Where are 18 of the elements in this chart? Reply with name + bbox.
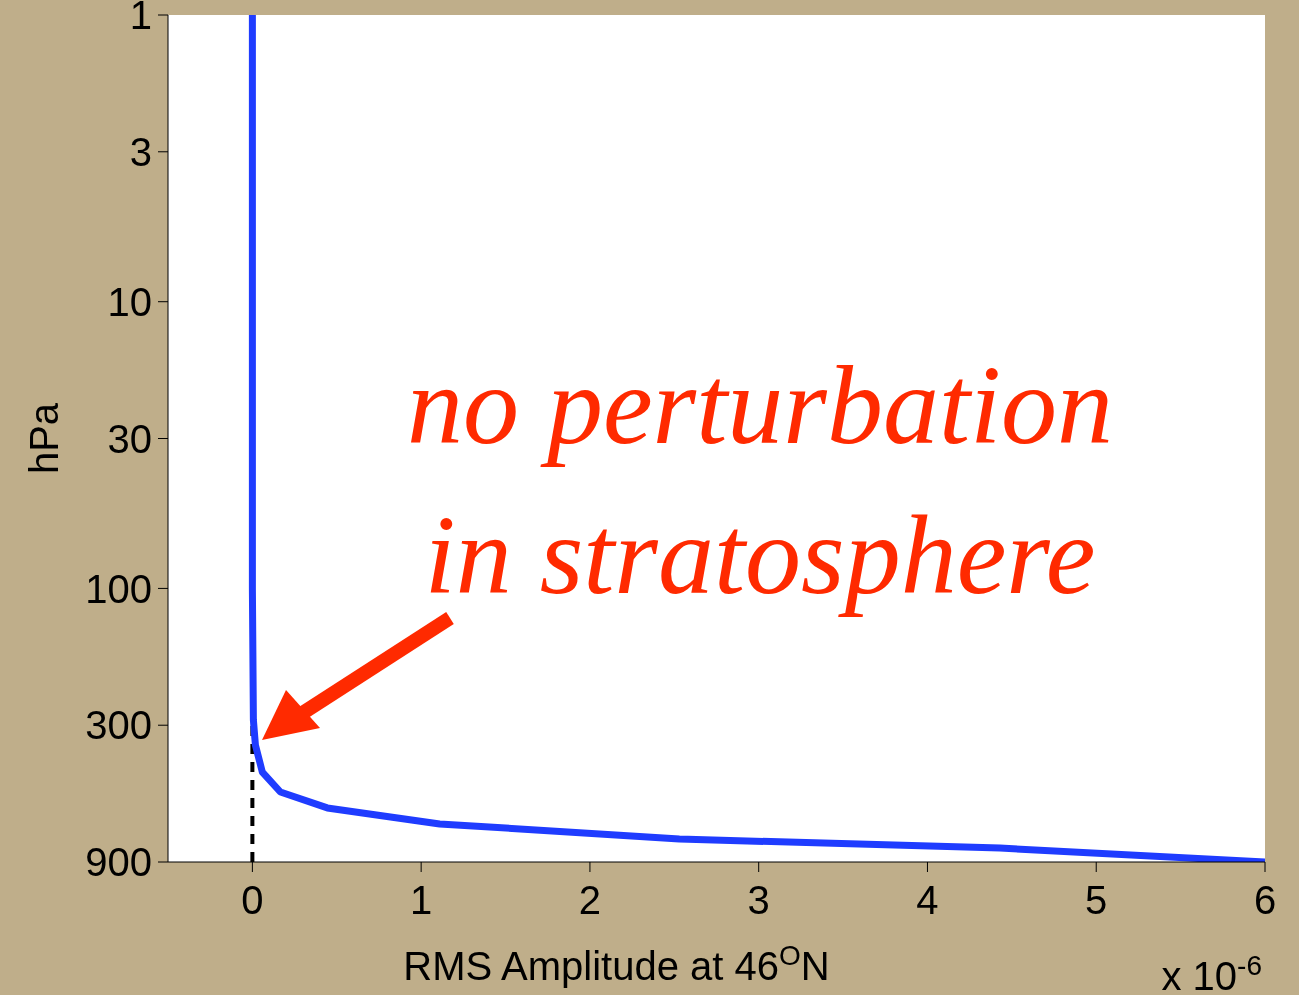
x-axis-title: RMS Amplitude at 46$^{O}$N: [403, 939, 830, 988]
y-tick-label: 3: [129, 129, 152, 174]
x-tick-label: 3: [747, 878, 770, 923]
x-tick-label: 2: [578, 878, 602, 923]
x-tick-label: 0: [241, 878, 264, 923]
y-tick-label: 1: [129, 0, 152, 38]
annotation: no perturbation in stratosphere: [405, 342, 1115, 619]
y-tick-label: 100: [85, 566, 152, 611]
y-tick-label: 300: [85, 703, 152, 748]
y-tick-label: 900: [85, 840, 152, 885]
y-tick-label: 10: [107, 279, 152, 324]
x-tick-label: 4: [916, 878, 939, 923]
text: x 10$^{-6}$: [1161, 949, 1262, 995]
x-tick-label: 6: [1253, 878, 1277, 923]
x-tick-label: 1: [410, 878, 433, 923]
y-tick-label: 30: [107, 416, 152, 461]
y-axis-title: hPa: [22, 402, 66, 475]
x-tick-label: 5: [1085, 878, 1108, 923]
